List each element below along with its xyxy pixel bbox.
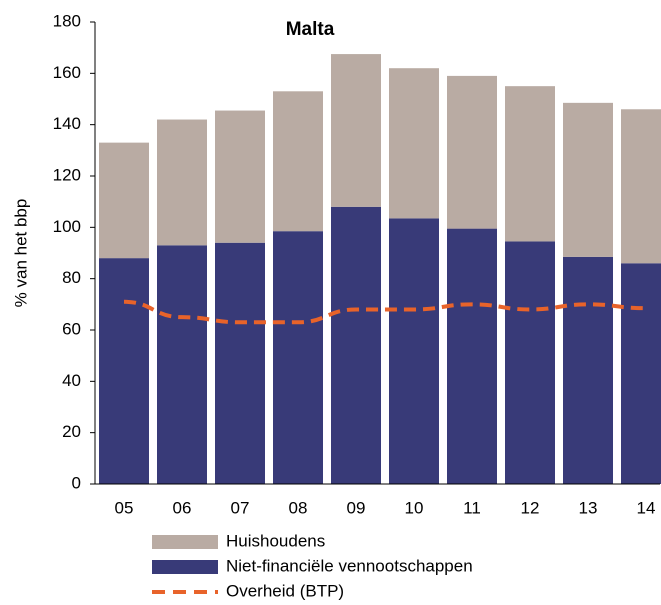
bar [505,86,555,242]
bar [621,263,661,484]
x-tick-label: 10 [405,498,424,517]
y-tick-label: 180 [53,11,81,30]
legend-label: Huishoudens [226,531,325,550]
bar [99,258,149,484]
bar [505,241,555,484]
bar [215,110,265,243]
bar [563,256,613,484]
y-tick-label: 100 [53,217,81,236]
x-tick-label: 11 [463,498,481,517]
bar [447,75,497,229]
chart-title: Malta [286,19,335,40]
bar [621,109,661,264]
y-tick-label: 80 [62,268,81,287]
x-tick-label: 14 [637,498,656,517]
bar [331,206,381,485]
bar [447,228,497,484]
legend-label: Overheid (BTP) [226,581,344,600]
legend-label: Niet-financiële vennootschappen [226,556,473,575]
bar [157,245,207,484]
bar [273,231,323,484]
x-tick-label: 13 [579,498,598,517]
y-tick-label: 60 [62,319,81,338]
legend-swatch [152,560,218,574]
bar [157,119,207,246]
y-axis-label: % van het bbp [11,199,30,308]
y-tick-label: 40 [62,371,81,390]
y-tick-label: 120 [53,165,81,184]
line [123,299,647,325]
bar [563,102,613,257]
y-tick-label: 0 [72,473,81,492]
y-tick-label: 160 [53,63,81,82]
x-tick-label: 06 [173,498,192,517]
bar [99,142,149,259]
bar [389,68,439,219]
x-tick-label: 09 [347,498,366,517]
x-tick-label: 08 [289,498,308,517]
bar [331,54,381,207]
bar [273,91,323,232]
legend-swatch [152,535,218,549]
y-tick-label: 20 [62,422,81,441]
x-tick-label: 12 [521,498,540,517]
y-tick-label: 140 [53,114,81,133]
bar [215,242,265,484]
x-tick-label: 05 [115,498,134,517]
x-tick-label: 07 [231,498,250,517]
bar [389,218,439,484]
